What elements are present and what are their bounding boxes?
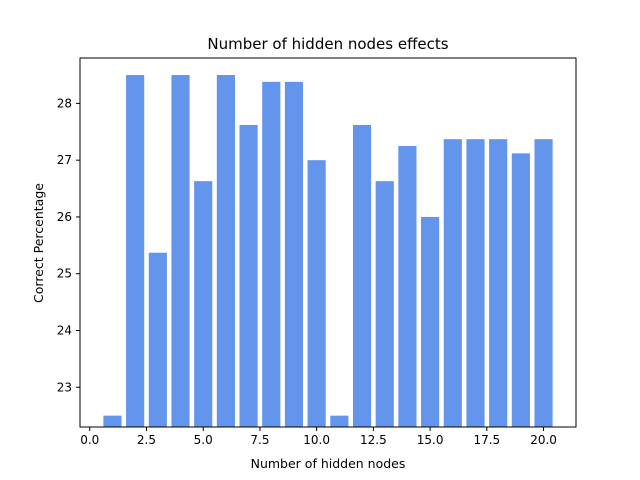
bar-19 bbox=[511, 153, 530, 427]
x-tick-label: 5.0 bbox=[194, 433, 213, 447]
x-tick-label: 12.5 bbox=[360, 433, 387, 447]
bar-11 bbox=[330, 415, 349, 427]
bar-14 bbox=[398, 145, 417, 427]
bar-20 bbox=[534, 139, 553, 427]
y-tick-label: 25 bbox=[57, 267, 72, 281]
bar-16 bbox=[443, 139, 462, 427]
bar-8 bbox=[262, 81, 281, 427]
bar-2 bbox=[126, 75, 145, 428]
bar-6 bbox=[216, 75, 235, 428]
bar-15 bbox=[421, 216, 440, 427]
x-tick-label: 17.5 bbox=[473, 433, 500, 447]
bar-1 bbox=[103, 415, 122, 427]
y-tick-label: 27 bbox=[57, 153, 72, 167]
y-axis-label: Correct Percentage bbox=[31, 183, 46, 303]
bar-17 bbox=[466, 139, 485, 427]
chart-title: Number of hidden nodes effects bbox=[207, 35, 448, 53]
bars-group bbox=[103, 75, 553, 428]
y-tick-label: 26 bbox=[57, 210, 72, 224]
x-tick-label: 2.5 bbox=[137, 433, 156, 447]
bar-18 bbox=[489, 139, 508, 427]
bar-10 bbox=[307, 160, 326, 427]
plot-frame bbox=[79, 57, 577, 428]
bar-3 bbox=[148, 252, 167, 427]
x-tick-label: 15.0 bbox=[417, 433, 444, 447]
bar-7 bbox=[239, 124, 258, 427]
x-axis-label: Number of hidden nodes bbox=[251, 456, 406, 471]
x-tick-label: 7.5 bbox=[250, 433, 269, 447]
y-tick-label: 28 bbox=[57, 96, 72, 110]
bar-13 bbox=[375, 181, 394, 427]
x-tick-label: 10.0 bbox=[303, 433, 330, 447]
y-tick-label: 24 bbox=[57, 323, 72, 337]
x-tick-label: 20.0 bbox=[530, 433, 557, 447]
x-tick-label: 0.0 bbox=[80, 433, 99, 447]
x-axis-ticks: 0.0 2.5 5.0 7.5 10.0 12.5 15.0 17.5 20.0 bbox=[80, 427, 557, 447]
bar-5 bbox=[194, 181, 213, 427]
bar-9 bbox=[284, 81, 304, 427]
bar-4 bbox=[171, 75, 190, 428]
y-axis-ticks: 23 24 25 26 27 28 bbox=[57, 96, 80, 394]
bar-12 bbox=[352, 124, 372, 427]
y-tick-label: 23 bbox=[57, 380, 72, 394]
